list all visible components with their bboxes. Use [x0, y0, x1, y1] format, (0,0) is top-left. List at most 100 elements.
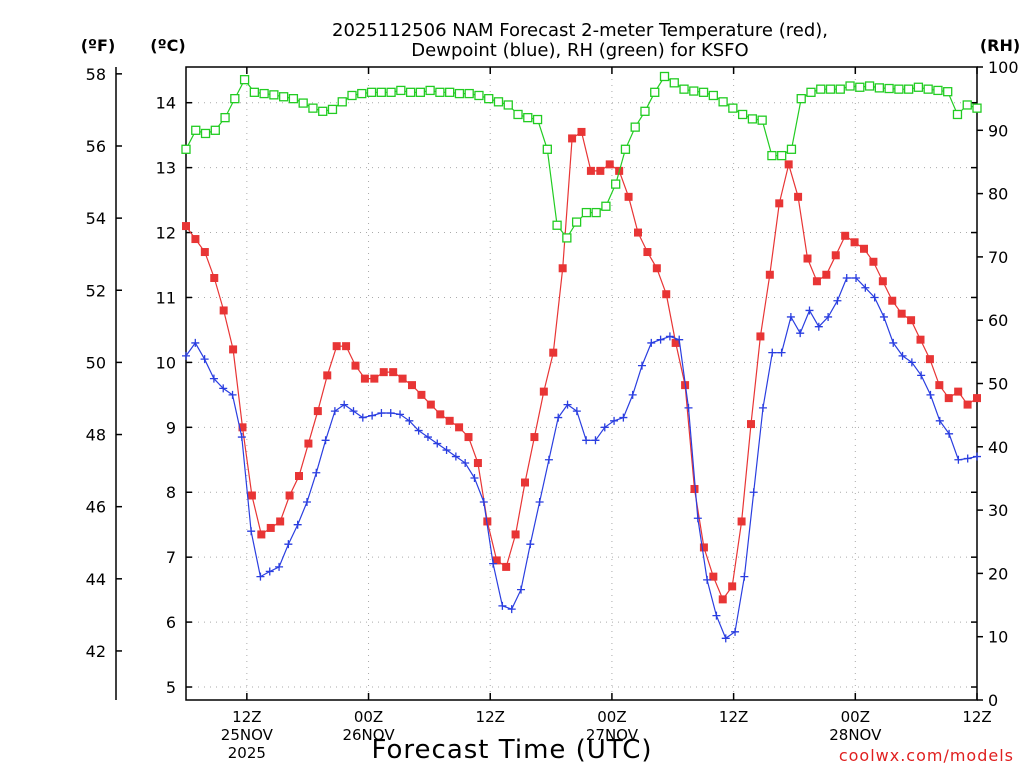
rh-point [923, 84, 933, 94]
fahrenheit-tick-label: 52 [86, 281, 106, 300]
dewpoint-point [703, 575, 712, 584]
rh-tick-label: 10 [988, 628, 1008, 647]
rh-point [845, 81, 855, 91]
temperature-point [596, 166, 605, 175]
rh-point [259, 88, 269, 99]
rh-point [708, 90, 718, 101]
celsius-tick-label: 5 [166, 678, 176, 697]
rh-point [200, 128, 211, 139]
dewpoint-point [442, 446, 451, 455]
rh-point [562, 233, 572, 243]
plot-frame [185, 66, 978, 701]
temperature-point [191, 235, 200, 244]
rh-point [249, 87, 260, 97]
dewpoint-point [852, 274, 861, 282]
celsius-tick-label: 11 [156, 288, 176, 307]
dewpoint-point [200, 355, 209, 364]
temperature-point [831, 251, 840, 260]
dewpoint-point [889, 338, 898, 347]
temperature-point [577, 127, 586, 136]
rh-point [933, 85, 943, 96]
dewpoint-point [917, 371, 926, 380]
temperature-line [185, 130, 978, 601]
rh-tick-label: 60 [988, 311, 1008, 330]
dewpoint-point [330, 407, 339, 416]
rh-point [903, 84, 914, 94]
temperature-point [652, 264, 661, 273]
temperature-point [332, 342, 341, 351]
rh-point [816, 84, 826, 94]
rh-point [913, 82, 924, 92]
rh-point [415, 87, 426, 97]
temperature-point [295, 472, 303, 481]
rh-point [601, 201, 611, 211]
rh-point [347, 90, 357, 101]
rh-point [962, 100, 972, 110]
temperature-point [351, 361, 360, 370]
rh-line [185, 75, 978, 239]
temperature-point [210, 274, 219, 282]
temperature-point [238, 423, 247, 432]
temperature-point [539, 387, 548, 396]
rh-point [894, 84, 904, 94]
dewpoint-point [926, 390, 935, 399]
dewpoint-point [368, 411, 377, 420]
fahrenheit-tick-label: 50 [86, 353, 106, 372]
dewpoint-point [340, 400, 349, 409]
fahrenheit-tick-label: 42 [86, 642, 106, 661]
dewpoint-point [396, 410, 405, 419]
rh-unit-label: (RH) [980, 36, 1020, 55]
rh-point [269, 90, 279, 100]
temperature-point [605, 160, 614, 169]
temperature-point [897, 309, 906, 318]
rh-point [952, 109, 963, 120]
dewpoint-point [265, 567, 274, 576]
time-tick-label: 2025 [228, 744, 266, 762]
rh-point [435, 87, 445, 97]
dewpoint-point [740, 572, 749, 581]
grid-lines [186, 67, 978, 700]
dewpoint-point [963, 454, 972, 463]
rh-point [581, 207, 592, 218]
rh-point [552, 220, 562, 230]
dewpoint-point [423, 433, 432, 442]
time-tick-label: 28NOV [829, 726, 882, 744]
rh-point [620, 144, 631, 154]
celsius-tick-label: 13 [156, 159, 176, 178]
rh-point [943, 87, 953, 97]
temperature-point [737, 517, 746, 526]
temperature-point [323, 371, 332, 380]
rh-point [191, 125, 201, 135]
dewpoint-point [544, 455, 553, 464]
rh-point [640, 106, 650, 116]
rh-point [298, 98, 308, 108]
rh-point [542, 144, 552, 154]
dewpoint-point [647, 338, 656, 347]
temperature-point [229, 345, 238, 354]
rh-point [366, 87, 377, 97]
dewpoint-point [479, 497, 488, 506]
series-temperature [182, 127, 981, 604]
temperature-point [841, 231, 850, 240]
temperature-point [558, 264, 567, 273]
dewpoint-point [572, 407, 581, 416]
rh-tick-label: 0 [988, 691, 998, 710]
rh-point [611, 179, 621, 189]
dewpoint-point [935, 416, 944, 425]
rh-point [806, 87, 816, 97]
dewpoint-point [731, 627, 740, 636]
rh-point [318, 106, 328, 116]
temperature-point [379, 368, 388, 377]
rh-point [591, 207, 601, 218]
rh-tick-label: 30 [988, 501, 1008, 520]
dewpoint-point [656, 335, 665, 344]
temperature-point [266, 523, 275, 532]
temperature-point [473, 459, 482, 468]
rh-point [737, 109, 748, 120]
fahrenheit-tick-label: 46 [86, 498, 106, 517]
dewpoint-point [312, 468, 321, 477]
temperature-point [455, 423, 464, 432]
celsius-tick-label: 12 [156, 224, 176, 243]
temperature-point [765, 270, 774, 279]
dewpoint-point [414, 426, 423, 435]
